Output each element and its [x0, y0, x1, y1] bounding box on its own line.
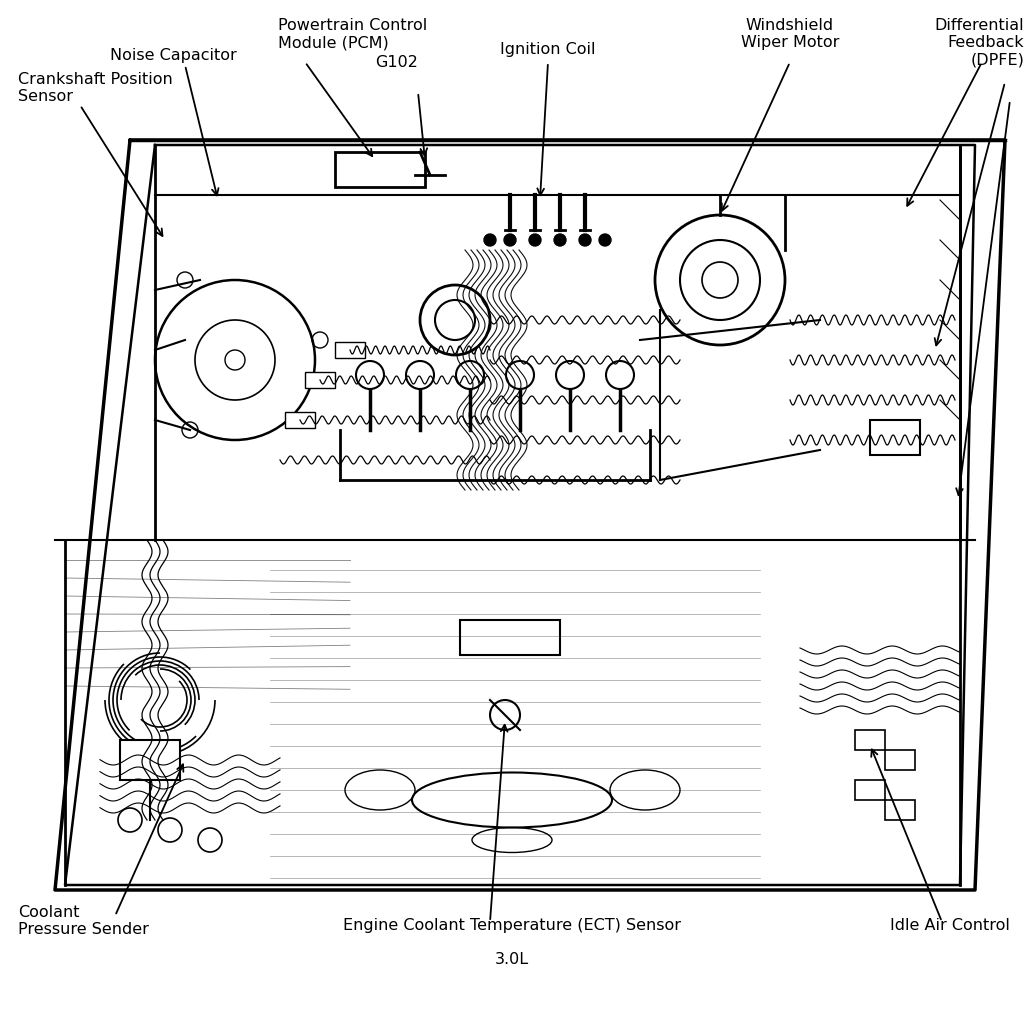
Bar — [855, 730, 885, 750]
Circle shape — [484, 234, 496, 246]
Bar — [335, 152, 425, 187]
Text: Coolant
Pressure Sender: Coolant Pressure Sender — [18, 905, 148, 937]
Circle shape — [504, 234, 516, 246]
Circle shape — [554, 234, 566, 246]
Text: Differential
Feedback
(DPFE): Differential Feedback (DPFE) — [934, 18, 1024, 68]
Text: Idle Air Control: Idle Air Control — [890, 918, 1010, 933]
Bar — [885, 800, 915, 820]
Bar — [285, 412, 315, 428]
Bar — [855, 780, 885, 800]
Circle shape — [529, 234, 541, 246]
Text: Powertrain Control
Module (PCM): Powertrain Control Module (PCM) — [278, 18, 427, 50]
Bar — [335, 342, 365, 358]
Text: 3.0L: 3.0L — [495, 952, 529, 967]
Bar — [870, 420, 920, 455]
Text: Ignition Coil: Ignition Coil — [501, 42, 596, 57]
Circle shape — [579, 234, 591, 246]
Text: Engine Coolant Temperature (ECT) Sensor: Engine Coolant Temperature (ECT) Sensor — [343, 918, 681, 933]
Text: Windshield
Wiper Motor: Windshield Wiper Motor — [740, 18, 840, 50]
Circle shape — [599, 234, 611, 246]
Bar — [120, 740, 180, 780]
Text: G102: G102 — [375, 55, 418, 70]
Text: Crankshaft Position
Sensor: Crankshaft Position Sensor — [18, 72, 173, 104]
Bar — [460, 620, 560, 655]
Text: Noise Capacitor: Noise Capacitor — [110, 48, 237, 63]
Bar — [305, 372, 335, 388]
Bar — [885, 750, 915, 770]
